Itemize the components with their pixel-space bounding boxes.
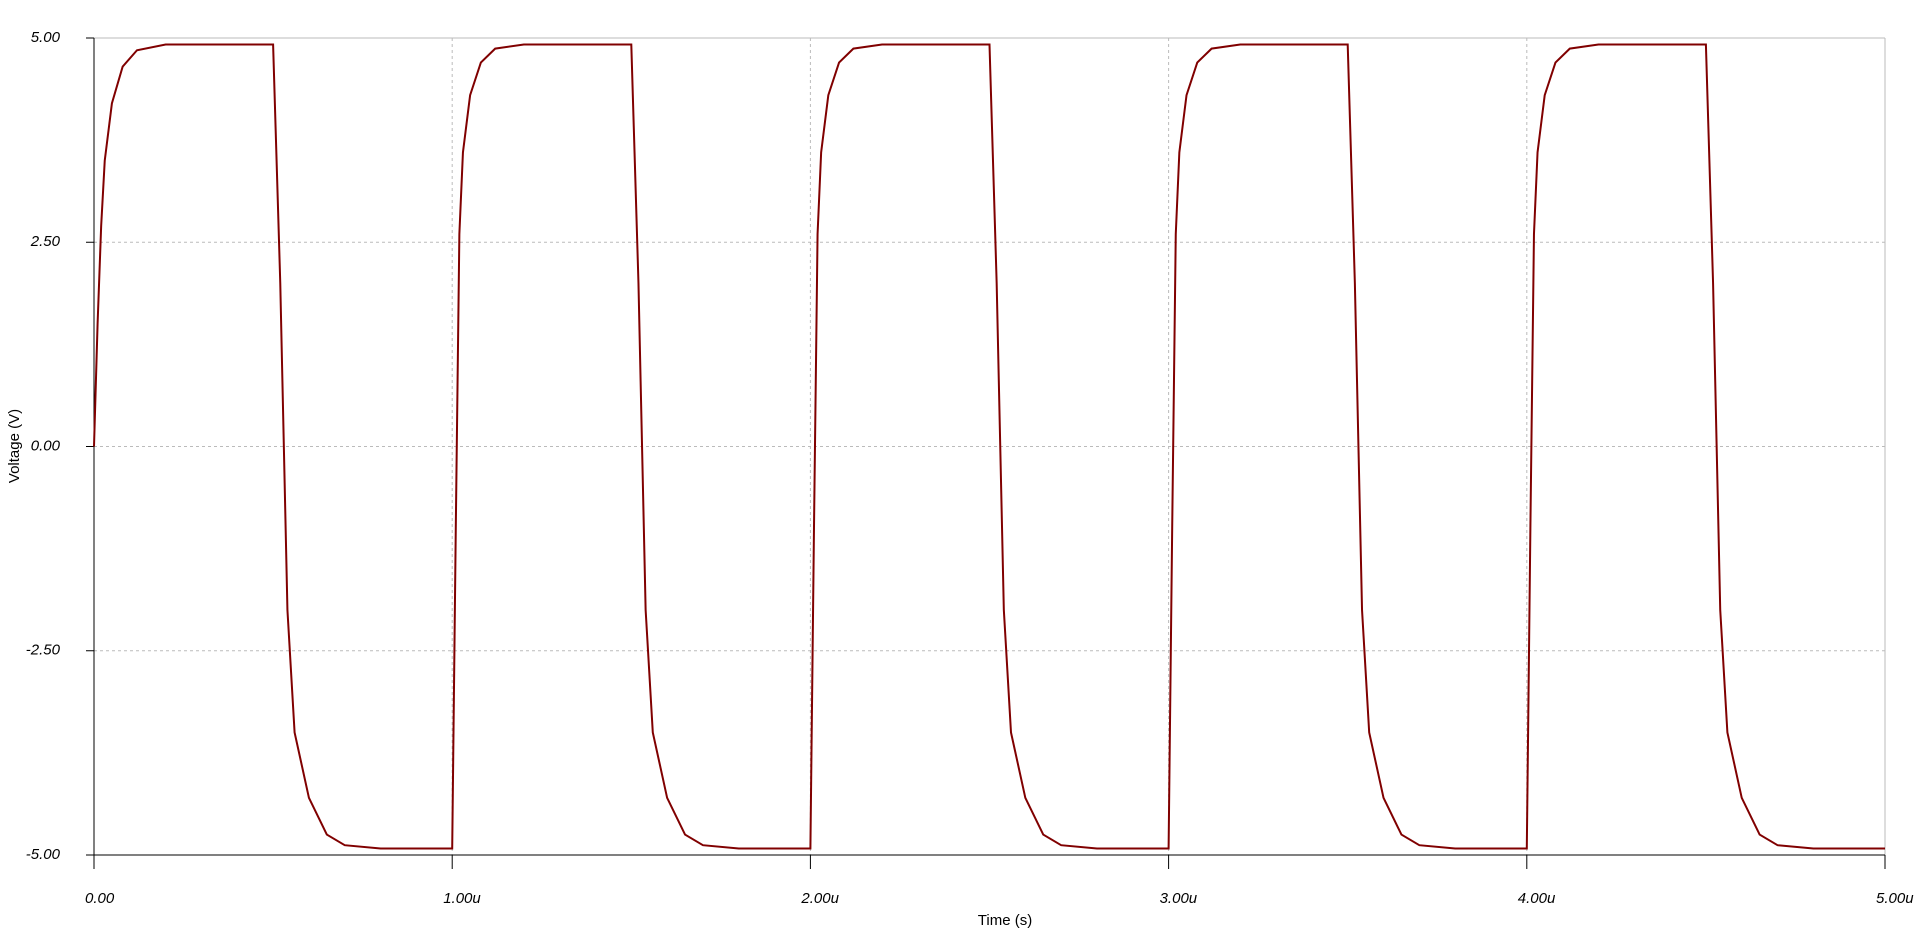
x-tick-label: 4.00u [1518, 890, 1556, 907]
y-axis-title: Voltage (V) [6, 409, 23, 483]
y-tick-label: -5.00 [26, 846, 61, 863]
y-tick-label: -2.50 [26, 642, 61, 659]
y-tick-label: 5.00 [31, 29, 61, 46]
x-axis-title: Time (s) [978, 912, 1032, 929]
line-series [93, 43, 1885, 850]
x-tick-label: 2.00u [800, 890, 839, 907]
y-tick-label: 2.50 [30, 233, 61, 250]
x-tick-label: 0.00 [85, 890, 115, 907]
x-tick-label: 5.00u [1876, 890, 1914, 907]
x-tick-label: 3.00u [1160, 890, 1198, 907]
y-tick-label: 0.00 [31, 437, 61, 454]
x-tick-label: 1.00u [443, 890, 481, 907]
